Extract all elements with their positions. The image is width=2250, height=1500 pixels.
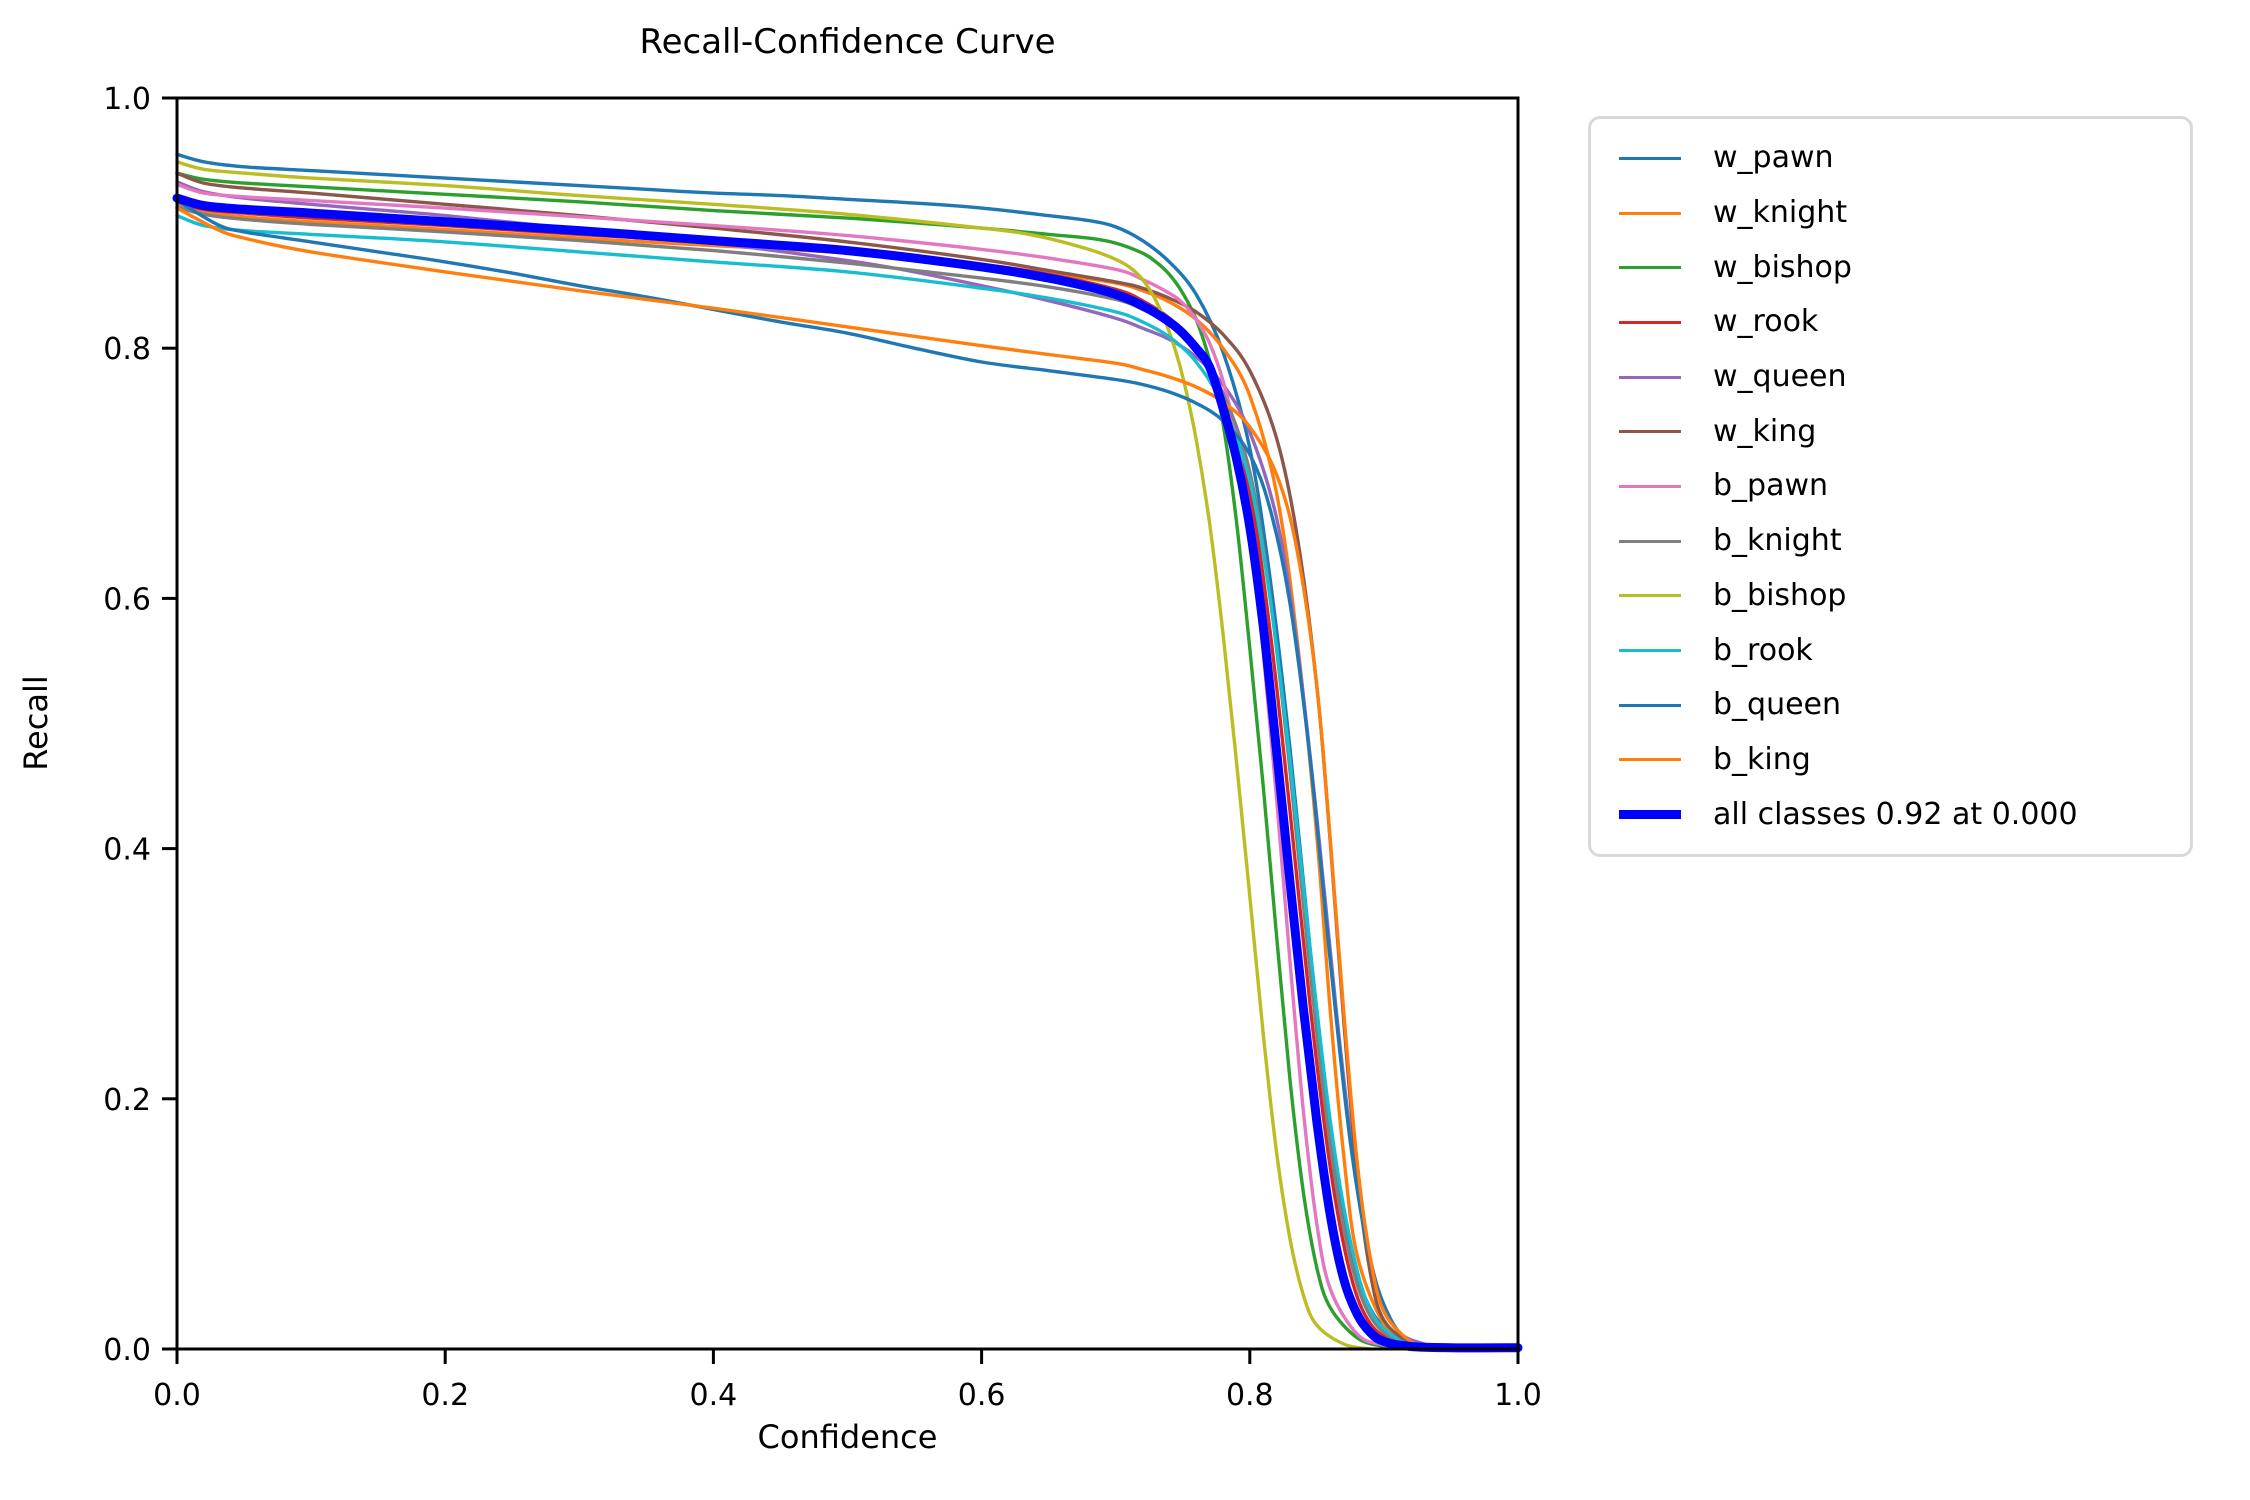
legend-line-sample — [1619, 375, 1681, 379]
series-line-w_bishop — [175, 171, 1413, 1351]
y-tick-label: 0.0 — [103, 1333, 151, 1368]
legend-item: all classes 0.92 at 0.000 — [1591, 789, 2190, 841]
x-tick-label: 1.0 — [1494, 1378, 1542, 1413]
legend-item: b_king — [1591, 734, 2190, 786]
legend-item-label: b_king — [1713, 741, 1811, 777]
legend-item-label: all classes 0.92 at 0.000 — [1713, 796, 2078, 832]
legend: w_pawn w_knight w_bishop w_rook w_queen … — [1588, 116, 2193, 857]
legend-line-sample — [1619, 810, 1681, 820]
x-tick-label: 0.6 — [958, 1378, 1006, 1413]
legend-item: b_pawn — [1591, 460, 2190, 512]
legend-item-label: w_bishop — [1713, 249, 1852, 285]
series-line-all-all-classes — [172, 193, 1523, 1353]
y-tick-label: 0.6 — [103, 582, 151, 617]
chart-title: Recall-Confidence Curve — [639, 22, 1056, 62]
legend-item: w_knight — [1591, 187, 2190, 239]
plot-border — [175, 96, 1520, 1351]
series-line-b_queen — [175, 198, 1440, 1351]
y-tick-label: 0.2 — [103, 1083, 151, 1118]
series-line-b_bishop — [175, 160, 1373, 1351]
x-tick-label: 0.8 — [1226, 1378, 1274, 1413]
legend-line-sample — [1619, 320, 1681, 324]
legend-item-label: b_knight — [1713, 523, 1842, 559]
x-tick-label: 0.0 — [153, 1378, 201, 1413]
legend-line-sample — [1619, 758, 1681, 762]
legend-line-sample — [1619, 649, 1681, 653]
legend-item: w_rook — [1591, 296, 2190, 348]
legend-line-sample — [1619, 539, 1681, 543]
legend-item: b_knight — [1591, 515, 2190, 567]
legend-item-label: b_bishop — [1713, 577, 1847, 613]
y-tick-label: 0.4 — [103, 833, 151, 868]
legend-item: w_queen — [1591, 351, 2190, 403]
legend-line-sample — [1619, 703, 1681, 707]
legend-item-label: w_king — [1713, 413, 1817, 449]
series-line-w_king — [175, 171, 1440, 1351]
x-axis-label: Confidence — [757, 1418, 938, 1456]
series-line-b_rook — [175, 213, 1426, 1351]
legend-line-sample — [1619, 430, 1681, 434]
legend-line-sample — [1619, 156, 1681, 160]
legend-item-label: b_pawn — [1713, 468, 1829, 504]
y-axis-label: Recall — [17, 675, 55, 771]
legend-line-sample — [1619, 484, 1681, 488]
legend-item: w_bishop — [1591, 242, 2190, 294]
y-tick-label: 1.0 — [103, 82, 151, 117]
legend-item: b_queen — [1591, 679, 2190, 731]
legend-item-label: w_knight — [1713, 195, 1848, 231]
legend-item: w_king — [1591, 406, 2190, 458]
series-line-w_knight — [175, 201, 1440, 1351]
x-tick-label: 0.2 — [421, 1378, 469, 1413]
legend-item-label: b_queen — [1713, 687, 1842, 723]
series-line-b_king — [175, 206, 1440, 1351]
legend-item: w_pawn — [1591, 132, 2190, 184]
legend-line-sample — [1619, 594, 1681, 598]
y-tick-label: 0.8 — [103, 332, 151, 367]
legend-item-label: w_pawn — [1713, 140, 1834, 176]
legend-line-sample — [1619, 266, 1681, 270]
x-tick-label: 0.4 — [690, 1378, 738, 1413]
legend-item-label: w_queen — [1713, 359, 1847, 395]
legend-item: b_rook — [1591, 625, 2190, 677]
legend-item-label: w_rook — [1713, 304, 1819, 340]
legend-item: b_bishop — [1591, 570, 2190, 622]
legend-item-label: b_rook — [1713, 632, 1813, 668]
legend-line-sample — [1619, 211, 1681, 215]
series-line-b_pawn — [175, 182, 1413, 1351]
